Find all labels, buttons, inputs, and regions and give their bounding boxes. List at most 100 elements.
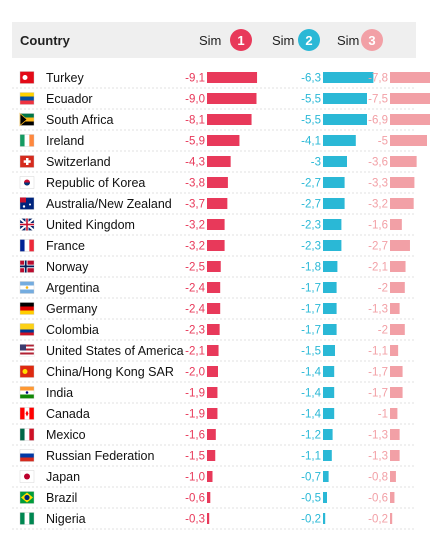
sim-2-value-label: -6,3 bbox=[301, 73, 321, 85]
mexico-flag-icon bbox=[19, 428, 35, 441]
sim-3-value-label: -1,3 bbox=[368, 430, 388, 442]
sim-1-bar bbox=[207, 282, 221, 293]
sim-3-bar bbox=[390, 387, 403, 398]
sim-2-bar bbox=[323, 387, 335, 398]
sim-1-bar bbox=[207, 240, 225, 251]
sim-1-bar bbox=[207, 93, 257, 104]
country-label: China/Hong Kong SAR bbox=[46, 365, 174, 379]
sim-3-value-label: -7,5 bbox=[368, 94, 388, 106]
sim-2-value-label: -1,5 bbox=[301, 346, 321, 358]
sim-3-value-label: -3,2 bbox=[368, 199, 388, 211]
sim-2-value-label: -1,2 bbox=[301, 430, 321, 442]
sim-2-bar bbox=[323, 408, 335, 419]
sim-3-value-label: -6,9 bbox=[368, 115, 388, 127]
sim-2-value-label: -1,4 bbox=[301, 367, 321, 379]
sim-1-badge bbox=[230, 29, 252, 51]
sim-1-bar bbox=[207, 114, 252, 125]
sim-1-bar bbox=[207, 492, 211, 503]
sim-1-bar bbox=[207, 303, 221, 314]
sim-2-value-label: -0,2 bbox=[301, 514, 321, 526]
sim-3-value-label: -1,3 bbox=[368, 451, 388, 463]
sim-2-value-label: -3 bbox=[311, 157, 321, 169]
sim-1-value-label: -0,6 bbox=[185, 493, 205, 505]
sim-2-bar bbox=[323, 114, 367, 125]
sim-2-value-label: -1,7 bbox=[301, 283, 321, 295]
sim-1-value-label: -9,1 bbox=[185, 73, 205, 85]
sim-2-bar bbox=[323, 303, 337, 314]
sim-1-bar bbox=[207, 366, 218, 377]
country-label: Norway bbox=[46, 260, 89, 274]
sim-2-bar bbox=[323, 72, 374, 83]
sim-1-bar bbox=[207, 345, 219, 356]
sim-1-bar bbox=[207, 219, 225, 230]
sim-1-value-label: -5,9 bbox=[185, 136, 205, 148]
sim-3-bar bbox=[390, 366, 403, 377]
country-label: Switzerland bbox=[46, 155, 111, 169]
canada-flag-icon bbox=[19, 407, 35, 420]
sim-2-bar bbox=[323, 261, 338, 272]
sim-3-bar bbox=[390, 198, 414, 209]
sim-3-bar bbox=[390, 492, 395, 503]
sim-2-value-label: -1,4 bbox=[301, 409, 321, 421]
sim-1-bar bbox=[207, 72, 258, 83]
colombia-flag-icon bbox=[19, 323, 35, 336]
country-label: Argentina bbox=[46, 281, 100, 295]
south-africa-flag-icon bbox=[19, 112, 35, 127]
sim-2-value-label: -0,5 bbox=[301, 493, 321, 505]
sim-2-bar bbox=[323, 219, 342, 230]
country-label: Nigeria bbox=[46, 512, 86, 526]
sim-2-bar bbox=[323, 450, 332, 461]
country-label: Russian Federation bbox=[46, 449, 154, 463]
sim-2-value-label: -1,8 bbox=[301, 262, 321, 274]
sim-1-badge-number: 1 bbox=[237, 33, 244, 48]
usa-flag-icon bbox=[19, 344, 35, 357]
country-label: Australia/New Zealand bbox=[46, 197, 172, 211]
argentina-flag-icon bbox=[19, 281, 35, 294]
sim-2-value-label: -1,1 bbox=[301, 451, 321, 463]
header-sim-1-label: Sim bbox=[199, 33, 221, 48]
header-sim-3-label: Sim bbox=[337, 33, 359, 48]
uk-flag-icon bbox=[19, 217, 35, 232]
sim-1-value-label: -1,6 bbox=[185, 430, 205, 442]
sim-2-value-label: -0,7 bbox=[301, 472, 321, 484]
sim-1-bar bbox=[207, 387, 218, 398]
sim-3-value-label: -7,8 bbox=[368, 73, 388, 85]
sim-2-value-label: -2,7 bbox=[301, 199, 321, 211]
sim-3-bar bbox=[390, 513, 393, 524]
header-sim-2-label: Sim bbox=[272, 33, 294, 48]
country-label: Turkey bbox=[46, 71, 84, 85]
sim-1-value-label: -2,4 bbox=[185, 283, 205, 295]
country-label: Mexico bbox=[46, 428, 86, 442]
header-background bbox=[12, 22, 416, 58]
sim-3-bar bbox=[390, 114, 430, 125]
sim-2-bar bbox=[323, 471, 329, 482]
sim-1-value-label: -2,1 bbox=[185, 346, 205, 358]
sim-2-value-label: -4,1 bbox=[301, 136, 321, 148]
turkey-flag-icon bbox=[19, 71, 35, 84]
sim-3-bar bbox=[390, 177, 415, 188]
sim-1-value-label: -9,0 bbox=[185, 94, 205, 106]
sim-3-bar bbox=[390, 240, 410, 251]
ireland-flag-icon bbox=[19, 134, 35, 147]
japan-flag-icon bbox=[19, 470, 35, 483]
sim-3-bar bbox=[390, 429, 400, 440]
country-label: Japan bbox=[46, 470, 80, 484]
nigeria-flag-icon bbox=[19, 512, 35, 525]
sim-2-bar bbox=[323, 366, 335, 377]
sim-3-bar bbox=[390, 471, 396, 482]
sim-2-bar bbox=[323, 93, 367, 104]
korea-flag-icon bbox=[19, 176, 35, 189]
sim-3-value-label: -3,3 bbox=[368, 178, 388, 190]
sim-3-bar bbox=[390, 261, 406, 272]
sim-1-value-label: -0,3 bbox=[185, 514, 205, 526]
norway-flag-icon bbox=[19, 260, 35, 273]
sim-3-value-label: -1,6 bbox=[368, 220, 388, 232]
sim-1-value-label: -3,2 bbox=[185, 220, 205, 232]
sim-3-value-label: -0,8 bbox=[368, 472, 388, 484]
country-label: United Kingdom bbox=[46, 218, 135, 232]
sim-2-bar bbox=[323, 324, 337, 335]
sim-2-badge bbox=[298, 29, 320, 51]
country-label: France bbox=[46, 239, 85, 253]
sim-1-bar bbox=[207, 408, 218, 419]
